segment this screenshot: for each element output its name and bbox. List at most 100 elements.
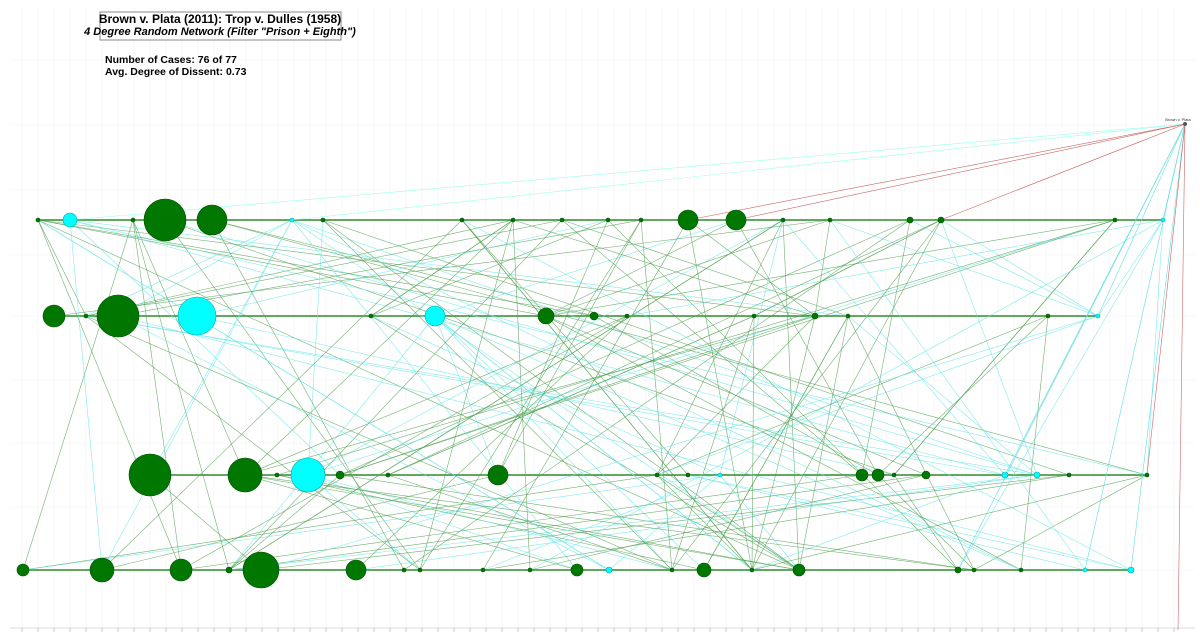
case-node: [62, 212, 78, 228]
edge: [893, 474, 959, 571]
edge: [940, 123, 1186, 221]
case-node: [1033, 471, 1041, 479]
edge: [529, 219, 1164, 571]
edge: [69, 123, 1186, 221]
edge: [877, 315, 1049, 476]
case-node: [685, 472, 691, 478]
edge: [132, 219, 246, 476]
edge: [69, 219, 103, 571]
edge: [228, 219, 563, 571]
edge: [1146, 123, 1186, 476]
case-node: [510, 217, 516, 223]
edge: [909, 219, 1099, 317]
case-node: [227, 457, 263, 493]
edges: [22, 123, 1186, 631]
edge: [387, 474, 673, 571]
case-node: [971, 567, 977, 573]
case-node: [751, 313, 757, 319]
edge: [561, 219, 849, 317]
edge: [1130, 123, 1186, 571]
edge: [339, 219, 911, 476]
edge: [85, 315, 1038, 476]
case-node: [1144, 472, 1150, 478]
case-node: [845, 313, 851, 319]
edge: [753, 219, 942, 317]
case-node: [83, 313, 89, 319]
edge: [561, 219, 863, 476]
edge: [339, 315, 816, 476]
edge: [419, 219, 514, 571]
edge: [893, 219, 1116, 476]
case-node: [345, 559, 367, 581]
edge: [22, 474, 721, 571]
edge: [687, 474, 1086, 571]
edge: [751, 474, 1148, 571]
edge: [164, 219, 1038, 476]
edge: [1097, 123, 1186, 317]
case-node: [696, 562, 712, 578]
edge: [69, 219, 1148, 476]
case-node: [196, 204, 228, 236]
edge: [291, 123, 1186, 221]
case-node: [921, 470, 931, 480]
edge: [339, 219, 1116, 476]
case-node: [891, 472, 897, 478]
edge: [461, 219, 689, 476]
case-node: [368, 313, 374, 319]
case-node: [605, 217, 611, 223]
edge: [370, 219, 609, 317]
edge: [829, 219, 1099, 317]
case-node: [289, 217, 295, 223]
case-node: [290, 457, 326, 493]
edge: [940, 219, 1099, 317]
case-node: [954, 566, 962, 574]
edge: [847, 315, 1038, 476]
case-node: [487, 464, 509, 486]
case-node: [725, 209, 747, 231]
edge: [461, 219, 1132, 571]
edge: [355, 315, 628, 571]
edge: [671, 219, 942, 571]
edge: [117, 315, 610, 571]
edge: [37, 219, 182, 571]
edge: [85, 219, 563, 317]
edge: [85, 315, 1006, 476]
edge: [735, 219, 879, 476]
edge: [164, 219, 895, 476]
edge: [814, 219, 831, 317]
edge: [101, 219, 293, 571]
edge: [719, 219, 784, 476]
case-node: [717, 472, 723, 478]
edge: [53, 219, 831, 317]
case-node: [537, 307, 555, 325]
edge: [387, 315, 755, 476]
case-node: [811, 312, 819, 320]
case-node: [906, 216, 914, 224]
nodes: [16, 122, 1187, 589]
edge: [798, 315, 849, 571]
case-node: [749, 567, 755, 573]
case-node: [937, 216, 945, 224]
edge: [434, 315, 1022, 571]
edge: [22, 219, 134, 571]
edge: [434, 219, 737, 317]
edge: [149, 219, 293, 476]
edge: [164, 219, 421, 571]
edge: [434, 315, 673, 571]
edge: [244, 474, 578, 571]
case-node: [16, 563, 30, 577]
case-node: [242, 551, 280, 589]
title: Brown v. Plata (2011): Trop v. Dulles (1…: [99, 12, 341, 26]
case-node: [527, 567, 533, 573]
edge: [847, 315, 975, 571]
edge: [307, 474, 421, 571]
edge: [117, 219, 293, 317]
edge: [434, 315, 753, 571]
edge: [735, 123, 1186, 221]
edge: [497, 219, 609, 476]
edge: [22, 474, 658, 571]
edge: [69, 219, 1006, 476]
edge: [703, 315, 849, 571]
edge: [276, 474, 800, 571]
